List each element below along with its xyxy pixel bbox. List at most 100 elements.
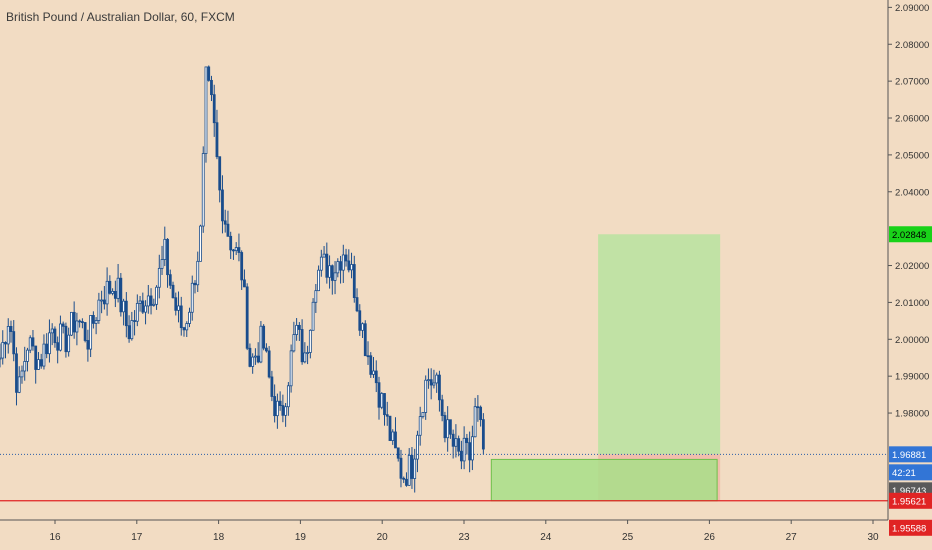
candle-up bbox=[473, 406, 477, 438]
candle-down bbox=[402, 477, 406, 480]
candle-up bbox=[26, 349, 29, 362]
candle-up bbox=[284, 406, 288, 416]
price-label-text: 1.96881 bbox=[892, 450, 926, 461]
candle-down bbox=[369, 355, 373, 375]
time-tick-label: 27 bbox=[786, 532, 798, 543]
candle-down bbox=[171, 284, 175, 299]
candle-up bbox=[314, 290, 318, 303]
candle-down bbox=[86, 340, 90, 350]
candle-down bbox=[243, 279, 246, 288]
price-label-box bbox=[889, 226, 932, 243]
target-zone[interactable] bbox=[598, 234, 721, 455]
candle-up bbox=[336, 261, 340, 274]
candle-down bbox=[481, 419, 485, 450]
candle-down bbox=[394, 431, 397, 449]
candle-down bbox=[31, 337, 35, 347]
candle-down bbox=[174, 297, 178, 311]
price-tick-label: 2.07000 bbox=[895, 77, 929, 88]
candle-down bbox=[215, 122, 219, 158]
candle-down bbox=[124, 300, 128, 327]
lines-layer bbox=[0, 453, 888, 502]
candle-up bbox=[177, 305, 180, 311]
price-tick-label: 2.09000 bbox=[895, 3, 929, 14]
candle-down bbox=[64, 325, 68, 353]
time-tick-label: 16 bbox=[49, 532, 61, 543]
candle-down bbox=[410, 454, 414, 479]
candle-up bbox=[424, 379, 428, 413]
candle-down bbox=[438, 374, 441, 401]
candle-up bbox=[188, 311, 191, 324]
candle-up bbox=[254, 355, 257, 358]
candle-down bbox=[468, 442, 472, 461]
candle-down bbox=[4, 342, 7, 345]
candle-down bbox=[273, 396, 277, 417]
candle-up bbox=[435, 374, 439, 384]
price-label: 2.02848 bbox=[889, 226, 932, 243]
candle-up bbox=[317, 269, 320, 292]
candle-up bbox=[70, 311, 73, 336]
price-tick-label: 2.01000 bbox=[895, 298, 929, 309]
candle-up bbox=[160, 259, 164, 269]
candle-up bbox=[196, 260, 200, 286]
candle-up bbox=[303, 352, 307, 363]
candle-down bbox=[133, 320, 136, 322]
candle-up bbox=[17, 376, 21, 393]
candle-down bbox=[358, 310, 362, 331]
candle-up bbox=[407, 454, 411, 486]
price-label: 1.96881 bbox=[889, 446, 932, 463]
candle-down bbox=[237, 247, 241, 253]
candle-up bbox=[42, 343, 46, 367]
candle-down bbox=[465, 437, 469, 444]
candle-up bbox=[135, 303, 139, 322]
candle-down bbox=[113, 290, 117, 299]
candle-up bbox=[199, 225, 202, 262]
candle-down bbox=[182, 327, 186, 331]
candle-up bbox=[462, 437, 466, 462]
candle-up bbox=[152, 303, 156, 306]
candle-down bbox=[83, 322, 87, 341]
candles-layer bbox=[0, 65, 485, 493]
time-tick-label: 18 bbox=[213, 532, 225, 543]
candle-down bbox=[56, 342, 60, 351]
candle-down bbox=[451, 433, 455, 447]
candle-down bbox=[78, 320, 82, 323]
candle-up bbox=[275, 400, 279, 417]
candle-up bbox=[138, 300, 142, 304]
candle-down bbox=[232, 249, 235, 252]
candle-up bbox=[37, 359, 40, 370]
time-tick-label: 30 bbox=[867, 532, 879, 543]
candle-down bbox=[347, 260, 351, 271]
candle-down bbox=[119, 277, 123, 313]
candle-up bbox=[157, 267, 161, 288]
price-label-text: 42:21 bbox=[892, 468, 916, 479]
price-tick-label: 2.05000 bbox=[895, 150, 929, 161]
candle-down bbox=[245, 286, 249, 349]
candle-down bbox=[61, 323, 65, 327]
candle-down bbox=[34, 345, 38, 370]
price-label-text: 1.95621 bbox=[892, 496, 926, 507]
candle-down bbox=[325, 253, 329, 278]
candle-down bbox=[344, 254, 348, 262]
candle-up bbox=[319, 256, 323, 271]
candle-down bbox=[399, 457, 403, 479]
candle-up bbox=[289, 350, 293, 387]
candle-down bbox=[449, 419, 452, 435]
candle-up bbox=[0, 357, 2, 360]
price-tick-label: 2.08000 bbox=[895, 40, 929, 51]
candle-down bbox=[141, 300, 145, 313]
support-zone[interactable] bbox=[490, 458, 718, 502]
candle-down bbox=[223, 220, 227, 225]
price-label-box bbox=[889, 464, 932, 481]
candle-down bbox=[440, 399, 444, 416]
candle-down bbox=[297, 324, 301, 330]
candle-up bbox=[59, 323, 62, 351]
candle-up bbox=[23, 361, 27, 372]
candle-down bbox=[366, 355, 370, 358]
candle-up bbox=[295, 324, 299, 335]
candle-down bbox=[72, 311, 76, 333]
candle-down bbox=[226, 223, 230, 237]
price-label-box bbox=[889, 446, 932, 463]
candle-up bbox=[111, 290, 115, 294]
